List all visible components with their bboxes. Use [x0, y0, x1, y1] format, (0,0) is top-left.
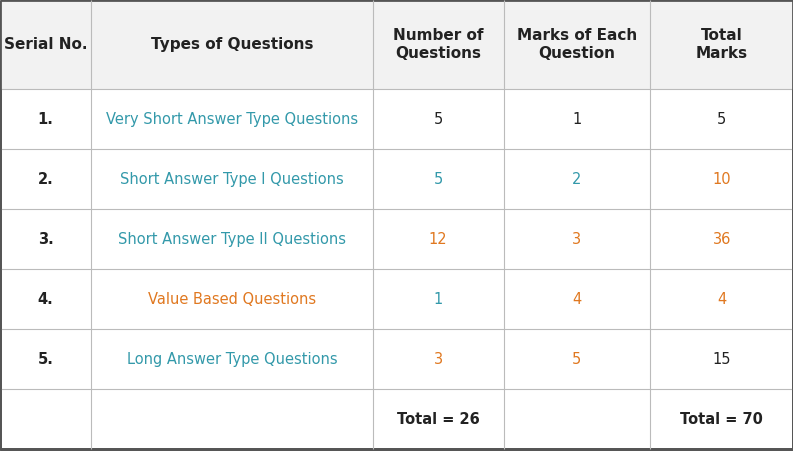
Text: Short Answer Type I Questions: Short Answer Type I Questions [120, 172, 344, 187]
Text: 12: 12 [429, 232, 447, 247]
Text: Number of
Questions: Number of Questions [393, 28, 484, 61]
Text: 1: 1 [573, 112, 581, 127]
Text: 5.: 5. [37, 352, 54, 367]
Text: Very Short Answer Type Questions: Very Short Answer Type Questions [106, 112, 358, 127]
Text: 4: 4 [717, 292, 726, 307]
Text: Total = 70: Total = 70 [680, 412, 763, 427]
Bar [0, 0, 793, 89]
Text: 10: 10 [712, 172, 731, 187]
Text: Long Answer Type Questions: Long Answer Type Questions [127, 352, 337, 367]
Text: 3: 3 [434, 352, 442, 367]
Text: Total
Marks: Total Marks [695, 28, 748, 61]
Text: 5: 5 [434, 112, 442, 127]
Text: 1.: 1. [37, 112, 54, 127]
Text: 5: 5 [573, 352, 581, 367]
Text: Value Based Questions: Value Based Questions [147, 292, 316, 307]
Text: 3.: 3. [38, 232, 53, 247]
Text: Short Answer Type II Questions: Short Answer Type II Questions [118, 232, 346, 247]
Text: 2: 2 [573, 172, 581, 187]
Text: 1: 1 [434, 292, 442, 307]
Text: 4: 4 [573, 292, 581, 307]
Text: Total = 26: Total = 26 [396, 412, 480, 427]
Text: Marks of Each
Question: Marks of Each Question [517, 28, 637, 61]
Text: 36: 36 [712, 232, 731, 247]
Text: 5: 5 [434, 172, 442, 187]
Text: Serial No.: Serial No. [4, 37, 87, 52]
Text: Types of Questions: Types of Questions [151, 37, 313, 52]
Text: 15: 15 [712, 352, 731, 367]
Text: 5: 5 [717, 112, 726, 127]
Text: 3: 3 [573, 232, 581, 247]
Text: 2.: 2. [38, 172, 53, 187]
Text: 4.: 4. [38, 292, 53, 307]
